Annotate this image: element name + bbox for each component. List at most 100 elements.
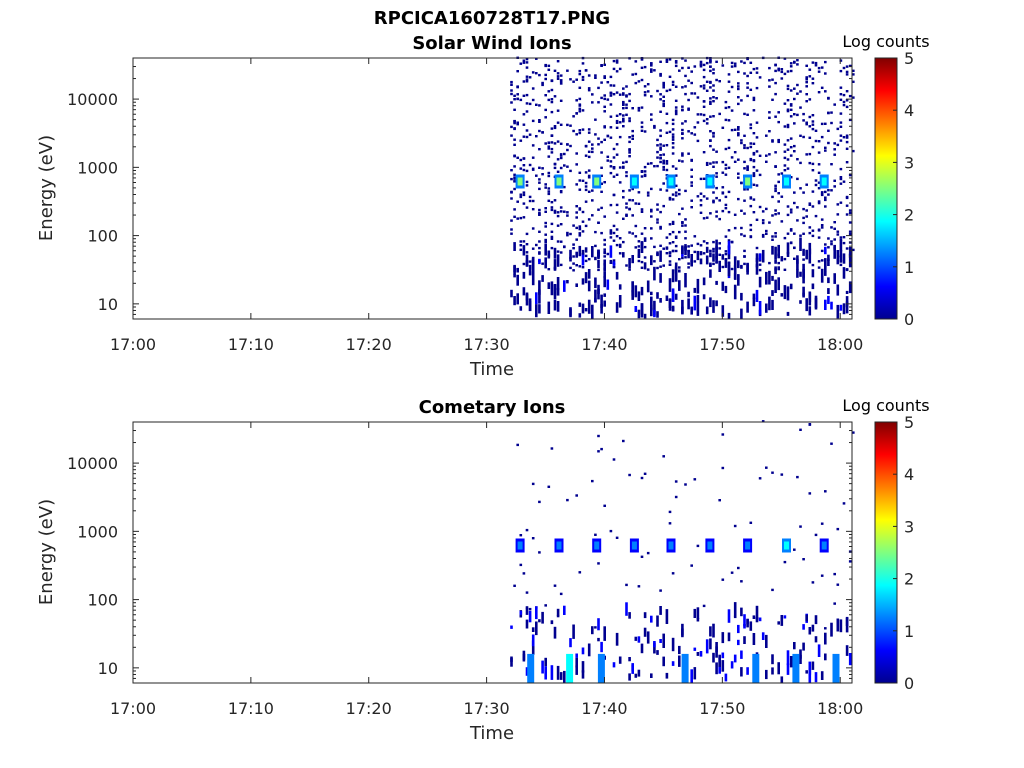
spectrogram-cell xyxy=(609,236,613,239)
spectrogram-cell xyxy=(566,148,569,152)
spectrogram-cell xyxy=(640,78,644,82)
spectrogram-cell xyxy=(510,92,513,96)
spectrogram-cell xyxy=(625,106,628,110)
spectrogram-cell xyxy=(771,275,774,281)
spectrogram-cell xyxy=(777,662,780,675)
spectrogram-cell xyxy=(618,166,622,169)
spectrogram-cell xyxy=(547,147,551,150)
spectrogram-cell xyxy=(808,661,812,675)
spectrogram-cell xyxy=(681,207,684,210)
spectrogram-cell xyxy=(618,252,622,255)
spectrogram-cell xyxy=(659,154,662,157)
spectrogram-cell xyxy=(805,76,808,79)
spectrogram-cell xyxy=(740,141,743,145)
spectrogram-cell xyxy=(563,210,566,213)
spectrogram-cell xyxy=(662,264,665,267)
spectrogram-cell xyxy=(842,502,846,505)
spectrogram-cell xyxy=(584,200,588,203)
spectrogram-cell xyxy=(572,255,575,258)
colorbar xyxy=(874,421,898,684)
spectrogram-cell xyxy=(690,244,693,247)
spectrogram-cell xyxy=(817,260,821,263)
spectrogram-cell xyxy=(640,260,644,264)
x-axis-label: Time xyxy=(469,723,514,744)
spectrogram-cell xyxy=(578,69,582,73)
spectrogram-cell xyxy=(805,614,808,622)
plot-area xyxy=(133,422,852,683)
spectrogram-cell xyxy=(842,66,846,70)
spectrogram-cell xyxy=(839,177,843,181)
x-tick-label: 18:00 xyxy=(817,335,863,354)
spectrogram-cell xyxy=(709,144,712,148)
spectrogram-cell xyxy=(789,65,793,68)
spectrogram-cell xyxy=(789,104,793,107)
spectrogram-cell xyxy=(622,125,625,128)
spectrogram-cell xyxy=(525,129,529,132)
spectrogram-cell xyxy=(845,645,849,656)
spectrogram-cell xyxy=(709,65,712,68)
spectrogram-cell xyxy=(535,57,538,60)
spectrogram-cell xyxy=(525,528,529,532)
spectrogram-cell xyxy=(705,255,709,265)
spectrogram-cell xyxy=(780,77,784,80)
spectrogram-cell xyxy=(755,86,759,90)
spectrogram-cell xyxy=(727,119,731,122)
spectrogram-cell xyxy=(659,225,662,229)
spectrogram-cell xyxy=(758,205,762,209)
spectrogram-cell xyxy=(659,74,662,77)
spectrogram-cell xyxy=(709,100,712,104)
spectrogram-cell xyxy=(600,182,603,185)
spectrogram-cell xyxy=(802,207,805,211)
spectrogram-cell xyxy=(674,110,678,114)
spectrogram-cell xyxy=(808,202,812,205)
spectrogram-cell xyxy=(656,615,659,627)
spectrogram-cell xyxy=(609,245,613,258)
spectrogram-cell xyxy=(603,293,606,297)
spectrogram-cell xyxy=(752,198,756,201)
spectrogram-cell xyxy=(600,641,603,653)
spectrogram-cell xyxy=(771,667,774,675)
spectrogram-cell xyxy=(749,126,753,130)
spectrogram-cell xyxy=(547,192,551,196)
spectrogram-cell xyxy=(591,189,594,192)
spectrogram-cell xyxy=(650,307,653,317)
spectrogram-cell xyxy=(820,522,824,525)
spectrogram-cell xyxy=(774,184,777,187)
spectrogram-cell xyxy=(547,171,551,175)
spectrogram-cell xyxy=(709,86,712,89)
spectrogram-cell xyxy=(603,626,606,641)
spectrogram-cell xyxy=(721,160,725,164)
spectrogram-cell xyxy=(550,98,554,101)
spectrogram-cell xyxy=(674,60,678,63)
spectrogram-cell xyxy=(531,199,535,203)
spectrogram-cell xyxy=(805,78,808,81)
spectrogram-cell xyxy=(793,97,796,101)
spectrogram-cell xyxy=(671,152,675,155)
spectrogram-cell xyxy=(749,145,753,149)
spectrogram-cell xyxy=(827,295,830,304)
spectrogram-cell xyxy=(597,143,600,146)
spectrogram-cell xyxy=(743,134,746,137)
spectrogram-cell xyxy=(702,195,706,198)
spectrogram-cell xyxy=(727,632,731,642)
spectrogram-cell xyxy=(740,181,743,185)
spectrogram-cell xyxy=(553,626,557,639)
spectrogram-cell xyxy=(833,572,836,576)
spectrogram-cell xyxy=(743,72,746,75)
spectrogram-cell xyxy=(730,61,734,65)
spectrogram-cell xyxy=(559,166,563,170)
spectrogram-cell xyxy=(721,632,725,644)
spectrogram-cell xyxy=(665,112,669,115)
spectrogram-cell xyxy=(553,247,557,259)
spectrogram-cell xyxy=(690,669,693,683)
spectrogram-cell xyxy=(737,176,740,179)
spectrogram-cell xyxy=(559,156,563,160)
spectrogram-cell xyxy=(774,279,777,293)
spectrogram-cell xyxy=(702,277,706,286)
spectrogram-cell xyxy=(572,243,575,246)
spectrogram-cell xyxy=(581,109,585,112)
spectrogram-cell xyxy=(724,250,728,253)
spectrogram-cell xyxy=(817,151,821,154)
spectrogram-cell xyxy=(696,607,700,619)
spectrogram-cell xyxy=(705,122,709,125)
